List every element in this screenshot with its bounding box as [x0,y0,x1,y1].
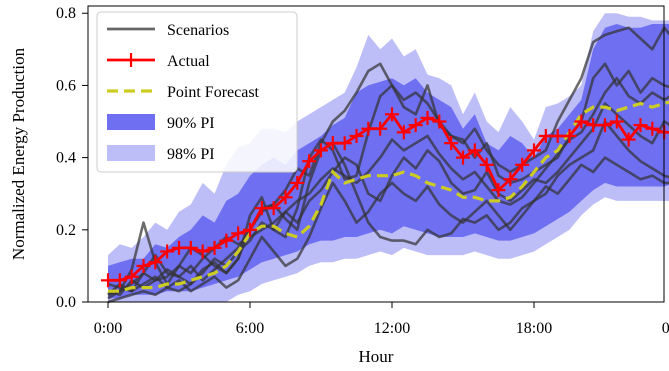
actual-marker [112,273,127,288]
actual-marker [124,269,139,284]
legend-label: 98% PI [167,146,215,163]
actual-marker [314,143,328,158]
actual-marker [527,143,541,158]
actual-series [101,107,669,288]
actual-marker [385,107,399,122]
actual-marker [243,222,257,237]
x-tick-label: 18:00 [516,320,552,337]
actual-marker [562,128,577,143]
actual-marker [574,114,589,129]
y-tick-label: 0.6 [56,77,76,94]
scenario-line-3 [107,102,669,297]
x-axis-label: Hour [359,347,394,366]
actual-marker [325,136,340,151]
actual-marker [302,154,317,169]
actual-marker [479,157,494,172]
actual-marker [183,240,198,255]
scenario-line-4 [107,120,669,304]
actual-marker [432,114,447,129]
actual-marker [444,136,459,151]
actual-marker [337,136,352,151]
actual-marker [160,244,175,259]
y-tick-label: 0.0 [56,294,76,311]
actual-marker [278,190,293,205]
actual-marker [515,157,530,172]
legend: Scenarios Actual Point Forecast 90% PI 98% P… [96,11,298,173]
actual-marker [467,143,482,158]
actual-marker [503,172,518,187]
actual-marker [290,175,305,190]
actual-marker [645,121,660,136]
x-axis-ticks: 0:00 6:00 12:00 18:00 0:00 [94,302,669,337]
x-tick-label: 0:00 [94,320,122,337]
legend-item: Scenarios [107,22,229,39]
actual-marker [373,121,388,136]
y-axis-ticks: 0.0 0.2 0.4 0.6 0.8 [56,5,88,311]
actual-marker [266,201,281,216]
x-tick-label: 0:00 [662,320,669,337]
y-tick-label: 0.2 [56,222,76,239]
actual-marker [456,150,470,165]
y-axis-label: Normalized Energy Production [9,47,28,260]
legend-item: Point Forecast [107,84,260,101]
plot-frame [87,5,665,303]
actual-marker [586,118,601,133]
y-tick-label: 0.4 [56,150,76,167]
actual-marker [172,240,186,255]
actual-marker [491,183,506,198]
legend-item: 90% PI [107,114,215,132]
actual-marker [136,258,151,273]
legend-label: Scenarios [167,22,229,39]
x-tick-label: 12:00 [374,320,410,337]
actual-marker [207,240,222,255]
actual-marker [633,118,648,133]
legend-label: Actual [167,53,210,70]
actual-marker [598,118,612,133]
actual-marker [219,233,234,248]
actual-marker [231,226,246,241]
legend-label: Point Forecast [167,84,260,101]
legend-item: 98% PI [107,145,215,163]
scenario-line-6 [107,76,669,297]
x-tick-label: 6:00 [236,320,264,337]
y-tick-label: 0.8 [56,5,76,22]
legend-box [96,11,298,173]
legend-swatch-patch [107,145,155,161]
actual-marker [408,118,423,133]
actual-marker [550,128,565,143]
actual-marker [254,201,269,216]
actual-marker [101,273,115,288]
legend-label: 90% PI [167,115,215,132]
actual-marker [361,121,376,136]
actual-marker [609,114,624,129]
actual-marker [195,244,210,259]
actual-marker [621,132,636,147]
legend-item: Actual [107,53,210,70]
legend-swatch-patch [107,114,155,130]
scenario-line-5 [107,156,669,293]
actual-marker [148,255,163,270]
actual-marker [420,110,435,125]
actual-marker [349,128,364,143]
actual-marker [396,125,411,140]
actual-marker [538,128,553,143]
